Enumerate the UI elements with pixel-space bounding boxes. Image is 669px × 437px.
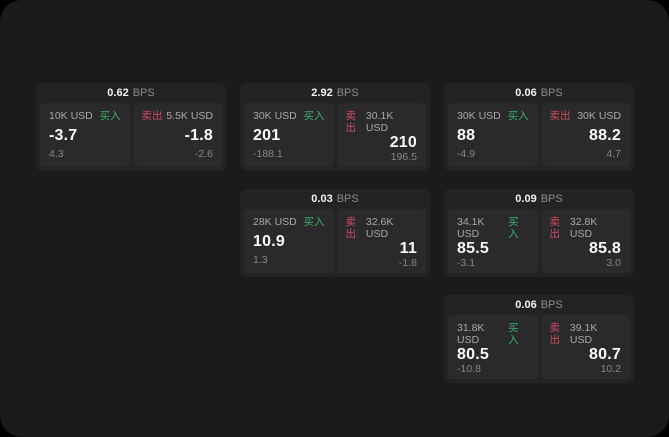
sell-delta: 10.2 <box>600 363 621 375</box>
bps-value: 0.06 <box>515 299 537 311</box>
sell-amount: 39.1K USD <box>569 322 598 346</box>
buy-amount: 30K USD <box>457 110 501 122</box>
bps-value: 0.06 <box>515 87 537 99</box>
buy-price: 10.9 <box>253 232 285 250</box>
quote-card: 2.92 BPS 30K USD 买入 201 -188.1 卖出 30.1K … <box>240 83 430 171</box>
sell-amount: 30.1K USD <box>365 110 394 134</box>
bps-header: 0.06 BPS <box>448 83 630 103</box>
quote-card: 0.06 BPS 31.8K USD 买入 80.5 -10.8 卖出 39.1… <box>444 295 634 383</box>
buy-amount: 10K USD <box>49 110 93 122</box>
buy-amount: 28K USD <box>253 216 297 228</box>
sell-delta: 196.5 <box>390 151 417 163</box>
buy-amount: 31.8K USD <box>457 322 485 346</box>
bps-label: BPS <box>540 87 563 99</box>
sell-pane[interactable]: 卖出 39.1K USD 80.7 10.2 <box>540 315 630 379</box>
bps-value: 0.62 <box>107 87 129 99</box>
quote-body: 30K USD 买入 88 -4.9 卖出 30K USD 88.2 4.7 <box>448 103 630 167</box>
sell-label: 卖出 <box>549 110 571 122</box>
quote-body: 10K USD 买入 -3.7 4.3 卖出 5.5K USD -1.8 -2.… <box>40 103 222 167</box>
buy-pane[interactable]: 10K USD 买入 -3.7 4.3 <box>40 103 130 167</box>
sell-label: 卖出 <box>141 110 163 122</box>
bps-header: 0.62 BPS <box>40 83 222 103</box>
quote-body: 28K USD 买入 10.9 1.3 卖出 32.6K USD 11 -1.8 <box>244 209 426 273</box>
buy-pane[interactable]: 28K USD 买入 10.9 1.3 <box>244 209 334 273</box>
sell-amount: 32.8K USD <box>569 216 598 240</box>
quote-body: 30K USD 买入 201 -188.1 卖出 30.1K USD 210 1… <box>244 103 426 167</box>
bps-header: 2.92 BPS <box>244 83 426 103</box>
bps-label: BPS <box>132 87 155 99</box>
buy-pane[interactable]: 34.1K USD 买入 85.5 -3.1 <box>448 209 538 273</box>
buy-pane[interactable]: 30K USD 买入 201 -188.1 <box>244 103 334 167</box>
quote-card: 0.62 BPS 10K USD 买入 -3.7 4.3 卖出 5.5K USD <box>36 83 226 171</box>
sell-delta: 3.0 <box>606 257 621 269</box>
bps-label: BPS <box>540 299 563 311</box>
buy-label: 买入 <box>508 216 519 240</box>
bps-value: 2.92 <box>311 87 333 99</box>
buy-label: 买入 <box>99 110 121 122</box>
bps-label: BPS <box>336 193 359 205</box>
buy-label: 买入 <box>507 110 529 122</box>
sell-price: 210 <box>389 134 417 151</box>
buy-price: 88 <box>457 126 476 144</box>
sell-price: -1.8 <box>184 126 213 144</box>
bps-label: BPS <box>540 193 563 205</box>
buy-price: 80.5 <box>457 346 489 363</box>
buy-delta: -4.9 <box>457 148 476 160</box>
sell-label: 卖出 <box>549 322 561 346</box>
sell-pane[interactable]: 卖出 32.8K USD 85.8 3.0 <box>540 209 630 273</box>
bps-label: BPS <box>336 87 359 99</box>
quote-body: 34.1K USD 买入 85.5 -3.1 卖出 32.8K USD 85.8… <box>448 209 630 273</box>
buy-pane[interactable]: 31.8K USD 买入 80.5 -10.8 <box>448 315 538 379</box>
bps-header: 0.06 BPS <box>448 295 630 315</box>
sell-pane[interactable]: 卖出 32.6K USD 11 -1.8 <box>336 209 426 273</box>
sell-label: 卖出 <box>345 110 357 134</box>
buy-label: 买入 <box>303 216 325 228</box>
sell-price: 85.8 <box>589 240 621 257</box>
sell-pane[interactable]: 卖出 30.1K USD 210 196.5 <box>336 103 426 167</box>
buy-amount: 34.1K USD <box>457 216 485 240</box>
buy-price: 85.5 <box>457 240 489 257</box>
buy-delta: -10.8 <box>457 363 481 375</box>
buy-price: -3.7 <box>49 126 78 144</box>
buy-price: 201 <box>253 126 281 144</box>
buy-label: 买入 <box>508 322 519 346</box>
sell-label: 卖出 <box>549 216 561 240</box>
buy-delta: -3.1 <box>457 257 476 269</box>
buy-delta: -188.1 <box>253 148 283 160</box>
sell-label: 卖出 <box>345 216 357 240</box>
quote-body: 31.8K USD 买入 80.5 -10.8 卖出 39.1K USD 80.… <box>448 315 630 379</box>
sell-delta: -1.8 <box>398 257 417 269</box>
buy-label: 买入 <box>303 110 325 122</box>
sell-amount: 32.6K USD <box>365 216 394 240</box>
buy-amount: 30K USD <box>253 110 297 122</box>
sell-price: 80.7 <box>589 346 621 363</box>
buy-delta: 4.3 <box>49 148 64 160</box>
bps-value: 0.09 <box>515 193 537 205</box>
quote-card: 0.09 BPS 34.1K USD 买入 85.5 -3.1 卖出 32.8K… <box>444 189 634 277</box>
sell-delta: 4.7 <box>606 148 621 160</box>
quote-card: 0.03 BPS 28K USD 买入 10.9 1.3 卖出 32.6K US… <box>240 189 430 277</box>
bps-header: 0.03 BPS <box>244 189 426 209</box>
buy-pane[interactable]: 30K USD 买入 88 -4.9 <box>448 103 538 167</box>
sell-price: 88.2 <box>589 126 621 144</box>
sell-amount: 5.5K USD <box>166 110 213 122</box>
sell-price: 11 <box>399 240 417 257</box>
buy-delta: 1.3 <box>253 254 268 266</box>
quote-card: 0.06 BPS 30K USD 买入 88 -4.9 卖出 30K USD <box>444 83 634 171</box>
sell-pane[interactable]: 卖出 30K USD 88.2 4.7 <box>540 103 630 167</box>
bps-value: 0.03 <box>311 193 333 205</box>
sell-pane[interactable]: 卖出 5.5K USD -1.8 -2.6 <box>132 103 222 167</box>
bps-header: 0.09 BPS <box>448 189 630 209</box>
sell-amount: 30K USD <box>577 110 621 122</box>
sell-delta: -2.6 <box>194 148 213 160</box>
